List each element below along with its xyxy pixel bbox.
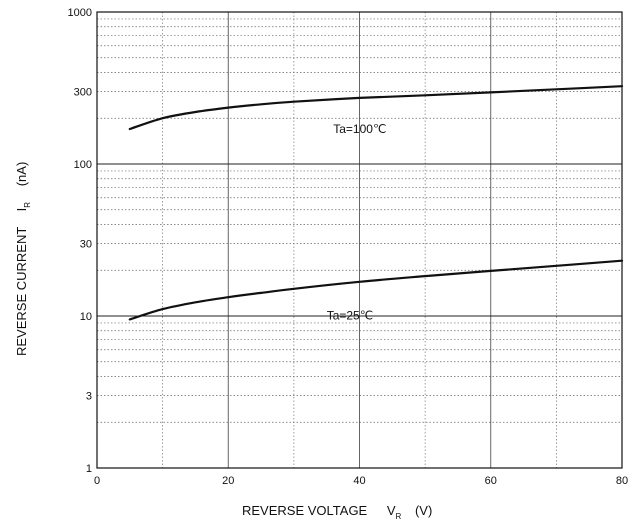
y-tick-label: 1	[86, 463, 92, 475]
y-tick-label: 300	[74, 86, 92, 98]
annotation-ta25: Ta=25℃	[327, 308, 374, 322]
y-axis-title: REVERSE CURRENT IR (nA)	[14, 162, 33, 356]
series-line-ta25	[128, 259, 624, 321]
y-axis-label: REVERSE CURRENT	[14, 227, 29, 356]
x-axis-label: REVERSE VOLTAGE	[242, 503, 368, 518]
x-axis-title: REVERSE VOLTAGE VR (V)	[242, 503, 432, 522]
x-tick-label: 40	[353, 475, 365, 487]
x-tick-labels: 0 20 40 60 80	[94, 475, 628, 487]
y-tick-label: 1000	[68, 7, 92, 19]
y-tick-label: 10	[80, 311, 92, 323]
x-tick-label: 20	[222, 475, 234, 487]
major-grid	[97, 12, 622, 468]
annotations: Ta=100℃ Ta=25℃	[327, 122, 387, 322]
y-tick-label: 3	[86, 390, 92, 402]
x-tick-label: 60	[485, 475, 497, 487]
x-axis-symbol: V	[387, 503, 396, 518]
y-axis-symbol: I	[14, 208, 29, 212]
x-tick-label: 80	[616, 475, 628, 487]
y-tick-label: 30	[80, 238, 92, 250]
series-layer	[128, 85, 624, 321]
plot-frame	[96, 11, 623, 469]
series-line-ta100	[128, 85, 624, 131]
x-axis-unit: (V)	[415, 503, 432, 518]
annotation-ta100: Ta=100℃	[333, 122, 386, 136]
y-axis-unit: (nA)	[14, 162, 29, 187]
y-tick-label: 100	[74, 159, 92, 171]
x-tick-label: 0	[94, 475, 100, 487]
y-axis-subscript: R	[23, 202, 32, 208]
x-axis-subscript: R	[396, 512, 402, 521]
y-tick-labels: 1 3 10 30 100 300 1000	[68, 7, 92, 475]
